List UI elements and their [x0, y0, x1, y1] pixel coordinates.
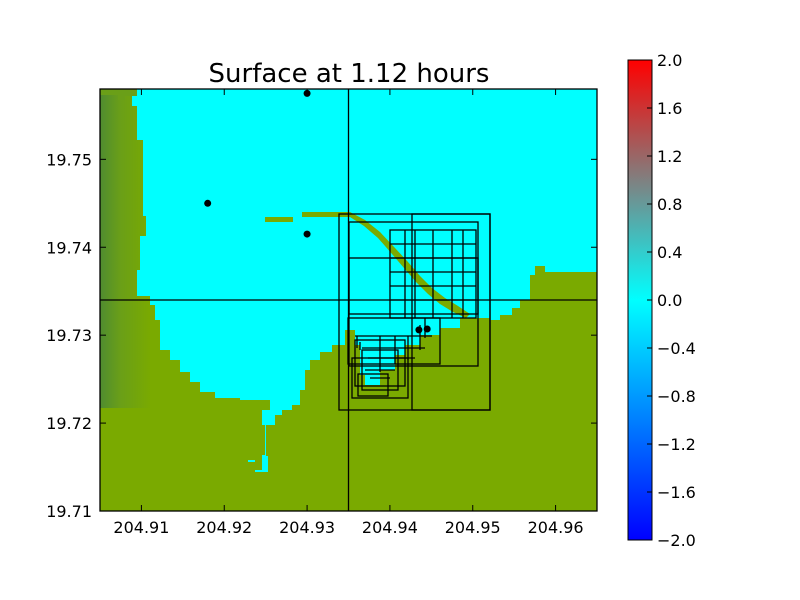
colorbar-tick-label: −2.0 — [657, 531, 696, 550]
land-west — [100, 89, 270, 470]
grid-box — [351, 357, 409, 399]
colorbar-tick-label: −1.6 — [657, 483, 696, 502]
y-tick-label: 19.72 — [46, 414, 92, 433]
colorbar-tick-label: 1.2 — [657, 147, 682, 166]
refinement-boxes — [338, 213, 491, 411]
y-tick-label: 19.75 — [46, 150, 92, 169]
x-tick-label: 204.93 — [279, 518, 335, 537]
y-tick-label: 19.73 — [46, 326, 92, 345]
gauge-points — [204, 89, 431, 334]
gauge-point — [204, 199, 212, 207]
x-axis: 204.91 204.92 204.93 204.94 204.95 204.96 — [113, 89, 584, 537]
colorbar-tick-label: 1.6 — [657, 99, 682, 118]
colorbar-axis: 2.0 1.6 1.2 0.8 0.4 0.0 −0.4 −0.8 −1.2 −1.6 −2.0 — [647, 51, 696, 550]
y-axis: 19.71 19.72 19.73 19.74 19.75 — [46, 150, 597, 521]
surface-map — [100, 89, 597, 511]
colorbar-tick-label: −0.8 — [657, 387, 696, 406]
x-tick-label: 204.96 — [528, 518, 584, 537]
breakwater — [302, 212, 470, 318]
colorbar-tick-label: 0.8 — [657, 195, 682, 214]
domain-split-lines — [100, 89, 597, 511]
grid-box — [411, 213, 491, 411]
y-tick-label: 19.74 — [46, 238, 92, 257]
x-tick-label: 204.94 — [362, 518, 418, 537]
small-pier — [265, 217, 293, 222]
colorbar-tick-label: −1.2 — [657, 435, 696, 454]
y-tick-label: 19.71 — [46, 502, 92, 521]
chart-title: Surface at 1.12 hours — [209, 59, 490, 89]
colorbar-tick-label: 0.0 — [657, 291, 682, 310]
gauge-point — [415, 326, 423, 334]
grid-box — [357, 373, 389, 397]
x-tick-label: 204.91 — [113, 518, 169, 537]
x-tick-label: 204.92 — [196, 518, 252, 537]
plot-frame — [99, 88, 598, 512]
gauge-point — [423, 325, 431, 333]
land-northwest — [100, 89, 137, 100]
gauge-point — [303, 230, 311, 238]
colorbar-tick-label: 2.0 — [657, 51, 682, 70]
colorbar-tick-label: −0.4 — [657, 339, 696, 358]
colorbar-tick-label: 0.4 — [657, 243, 682, 262]
x-tick-label: 204.95 — [445, 518, 501, 537]
